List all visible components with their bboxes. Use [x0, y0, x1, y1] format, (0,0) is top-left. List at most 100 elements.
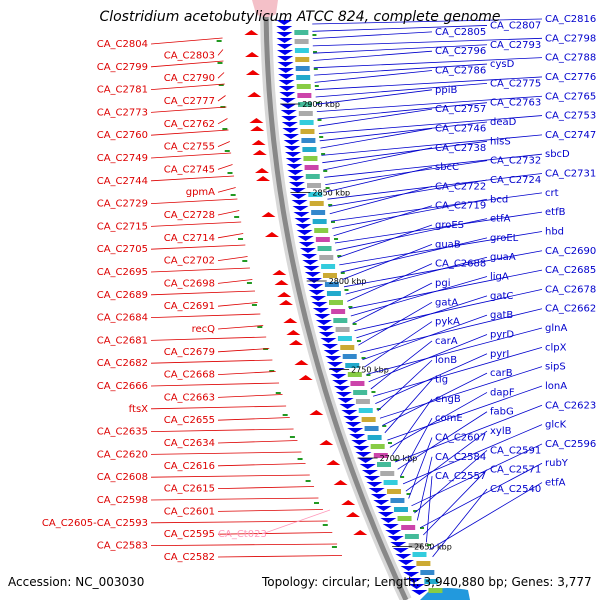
left-gene-label: CA_C2601: [164, 506, 215, 517]
bottom-arc: [420, 588, 470, 600]
left-gene-label: CA_C2729: [97, 199, 148, 210]
reverse-gene: [280, 104, 297, 109]
right-gene-label: lonB: [435, 355, 457, 366]
left-gene-label: CA_C2681: [97, 335, 148, 346]
right-label-connector: [366, 327, 543, 375]
right-gene-label: etfA: [545, 478, 566, 489]
left-feature-tick: [218, 84, 224, 86]
left-label-connector: [217, 463, 306, 467]
right-label-connector: [392, 398, 433, 455]
feature-tile: [401, 525, 416, 530]
left-gene-label: CA_C2755: [164, 142, 215, 153]
right-gene-label: xylB: [490, 426, 512, 437]
forward-gene: [286, 330, 301, 335]
right-label-connector: [314, 63, 488, 76]
left-label-connector: [217, 417, 290, 421]
left-gene-label: CA_C2655: [164, 415, 215, 426]
topology-text: Topology: circular; Length: 3,940,880 bp…: [262, 575, 592, 589]
right-gene-label: CA_C2776: [545, 72, 596, 83]
left-gene-label: CA_C2615: [164, 484, 215, 495]
left-feature-tick: [238, 238, 244, 240]
left-label-connector: [150, 520, 328, 524]
forward-gene: [326, 460, 341, 465]
reverse-gene: [276, 44, 293, 49]
feature-tile: [329, 300, 343, 305]
reverse-gene: [318, 332, 335, 337]
right-feature-tick: [400, 476, 405, 478]
left-gene-label: CA_C2595: [164, 529, 215, 540]
right-gene-label: lonA: [545, 381, 567, 392]
left-gene-label: CA_C2666: [97, 381, 148, 392]
reverse-gene: [377, 512, 394, 517]
left-gene-label: CA_C2684: [97, 313, 148, 324]
forward-gene: [277, 292, 292, 297]
right-label-connector: [330, 192, 543, 222]
right-gene-label: engB: [435, 394, 461, 405]
reverse-gene: [322, 344, 339, 349]
reverse-gene: [397, 560, 414, 565]
left-gene-label: CA_C2608: [97, 472, 148, 483]
left-label-connector: [217, 371, 276, 375]
feature-tile: [373, 453, 388, 458]
right-label-connector: [354, 289, 543, 331]
right-gene-label: hbd: [545, 226, 564, 237]
left-label-connector: [217, 555, 343, 558]
right-label-connector: [312, 37, 543, 47]
reverse-gene: [325, 356, 342, 361]
reverse-gene: [373, 500, 390, 505]
right-feature-tick: [344, 289, 349, 291]
right-label-connector: [322, 140, 488, 164]
left-label-connector: [217, 486, 315, 489]
left-gene-label: recQ: [192, 324, 216, 335]
left-label-connector: [150, 382, 280, 387]
left-feature-tick: [289, 436, 295, 438]
reverse-gene: [355, 452, 372, 457]
right-label-connector: [360, 308, 543, 353]
right-label-connector: [387, 385, 543, 441]
right-label-connector: [429, 482, 543, 550]
feature-tile: [333, 318, 348, 323]
reverse-gene: [408, 584, 425, 589]
reverse-gene: [341, 410, 358, 415]
right-gene-label: bcd: [490, 194, 508, 205]
right-label-connector: [340, 237, 488, 273]
reverse-gene: [330, 374, 347, 379]
reverse-gene: [277, 68, 294, 73]
feature-tile: [314, 228, 329, 233]
right-gene-label: dapF: [490, 387, 515, 398]
feature-tile: [309, 201, 324, 206]
left-label-connector: [150, 313, 261, 318]
reverse-gene: [335, 392, 352, 397]
left-gene-label: CA_C2605-CA_C2593: [42, 518, 148, 529]
reverse-gene: [283, 140, 300, 145]
left-label-connector: [217, 440, 298, 444]
right-gene-label: CA_C2816: [545, 14, 596, 25]
right-label-connector: [329, 186, 433, 215]
left-gene-label: CA_C2598: [97, 495, 148, 506]
reverse-gene: [289, 188, 306, 193]
left-feature-tick: [331, 546, 337, 548]
forward-gene: [298, 375, 313, 380]
right-gene-label: glnA: [545, 323, 567, 334]
left-label-connector: [150, 336, 267, 341]
reverse-gene: [294, 218, 311, 223]
left-feature-tick: [227, 172, 233, 174]
feature-tile: [337, 336, 352, 341]
feature-tile: [301, 138, 316, 143]
right-label-connector: [318, 115, 543, 134]
feature-tile: [361, 417, 376, 422]
reverse-gene: [317, 326, 334, 331]
reverse-gene: [304, 272, 321, 277]
left-label-connector: [217, 49, 224, 56]
left-label-connector: [150, 37, 223, 45]
forward-gene: [261, 212, 276, 217]
right-label-connector: [379, 366, 543, 419]
right-gene-label: CA_C2775: [490, 78, 541, 89]
left-gene-label: CA_C2804: [97, 39, 148, 50]
right-gene-label: cysD: [490, 59, 515, 70]
reverse-gene: [361, 470, 378, 475]
reverse-gene: [403, 572, 420, 577]
feature-tile: [311, 210, 326, 215]
left-feature-tick: [275, 392, 281, 394]
reverse-gene: [411, 590, 428, 595]
